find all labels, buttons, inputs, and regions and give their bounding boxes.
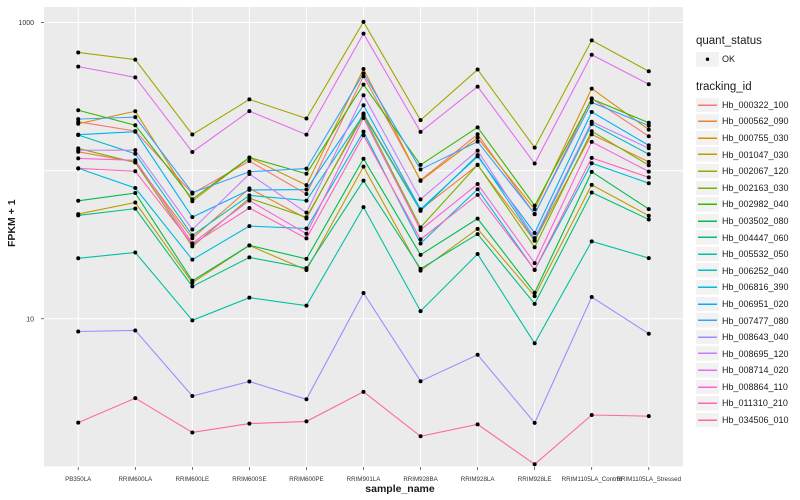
svg-text:RRIM901LA: RRIM901LA: [347, 476, 382, 483]
svg-text:1000: 1000: [18, 20, 34, 27]
svg-text:RRIM1105LA_Control: RRIM1105LA_Control: [562, 476, 622, 483]
svg-text:RRIM928BA: RRIM928BA: [403, 476, 438, 483]
svg-text:RRIM600LA: RRIM600LA: [118, 476, 153, 483]
svg-text:RRIM928LA: RRIM928LA: [461, 476, 496, 483]
svg-text:RRIM1105LA_Stressed: RRIM1105LA_Stressed: [616, 476, 681, 483]
svg-text:RRIM928LE: RRIM928LE: [518, 476, 552, 483]
svg-text:RRIM600SE: RRIM600SE: [232, 476, 266, 483]
svg-text:PB350LA: PB350LA: [65, 476, 92, 483]
svg-text:10: 10: [26, 316, 34, 323]
svg-text:RRIM600LE: RRIM600LE: [175, 476, 209, 483]
svg-text:RRIM600PE: RRIM600PE: [289, 476, 323, 483]
